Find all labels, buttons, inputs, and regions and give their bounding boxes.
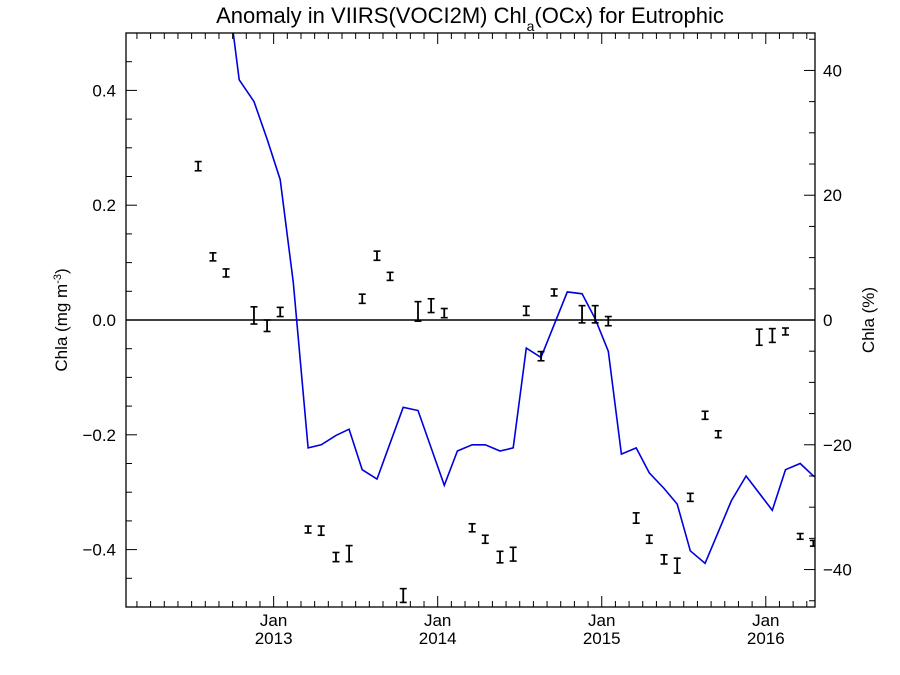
errorbar-point <box>686 492 694 503</box>
x-tick-label-year: 2014 <box>419 629 457 648</box>
x-tick-label-month: Jan <box>424 611 451 630</box>
y2-tick-label: −20 <box>823 436 852 455</box>
series-anomaly-errorbars <box>194 160 815 604</box>
errorbar-point <box>522 305 530 317</box>
errorbar-point <box>427 297 435 314</box>
errorbar-point <box>714 429 722 439</box>
errorbar-point <box>317 525 325 537</box>
errorbar-point <box>632 512 640 524</box>
errorbar-point <box>386 271 394 282</box>
errorbar-point <box>399 587 407 604</box>
errorbar-point <box>755 328 763 347</box>
errorbar-point <box>550 288 558 297</box>
errorbar-point <box>332 551 340 563</box>
errorbar-point <box>645 534 653 545</box>
errorbar-point <box>194 160 202 172</box>
errorbar-point <box>781 327 789 336</box>
errorbar-point <box>209 252 217 262</box>
errorbar-point <box>701 410 709 421</box>
y-tick-label: −0.2 <box>82 426 116 445</box>
errorbar-point <box>440 307 448 319</box>
y-tick-label: −0.4 <box>82 541 116 560</box>
y-axis-left: 0.4 0.2 0.0 −0.2 −0.4 <box>82 32 137 608</box>
errorbar-point <box>250 305 258 325</box>
y-tick-label: 0.0 <box>92 311 116 330</box>
y-tick-label: 0.2 <box>92 196 116 215</box>
errorbar-point <box>263 319 271 333</box>
y2-tick-label: 20 <box>823 186 842 205</box>
x-tick-label-year: 2015 <box>583 629 621 648</box>
errorbar-point <box>345 544 353 563</box>
x-tick-label-month: Jan <box>260 611 287 630</box>
chart-title: Anomaly in VIIRS(VOCI2M) Chla(OCx) for E… <box>216 3 724 34</box>
errorbar-point <box>591 304 599 324</box>
errorbar-point <box>468 522 476 533</box>
errorbar-point <box>481 534 489 545</box>
errorbar-point <box>673 557 681 574</box>
errorbar-point <box>578 304 586 324</box>
errorbar-point <box>509 546 517 562</box>
y2-tick-label: 40 <box>823 61 842 80</box>
y-tick-label: 0.4 <box>92 81 116 100</box>
x-tick-label-month: Jan <box>588 611 615 630</box>
y-axis-right-title: Chla (%) <box>859 287 878 353</box>
errorbar-point <box>496 550 504 564</box>
errorbar-point <box>537 350 545 362</box>
errorbar-point <box>222 268 230 278</box>
errorbar-point <box>276 306 284 318</box>
y-axis-left-title: Chla (mg m-3) <box>52 268 71 371</box>
x-tick-label-month: Jan <box>752 611 779 630</box>
y-axis-right: 40 20 0 −20 −40 <box>804 38 852 602</box>
y2-tick-label: 0 <box>823 311 832 330</box>
errorbar-point <box>304 525 312 534</box>
x-tick-label-year: 2013 <box>255 629 293 648</box>
errorbar-point <box>358 293 366 305</box>
errorbar-point <box>660 553 668 565</box>
x-tick-label-year: 2016 <box>747 629 785 648</box>
errorbar-point <box>373 250 381 262</box>
errorbar-point <box>809 539 815 547</box>
y2-tick-label: −40 <box>823 561 852 580</box>
errorbar-point <box>768 327 776 344</box>
errorbar-point <box>796 532 804 541</box>
errorbar-point <box>604 315 612 327</box>
series-percent-line <box>232 33 815 565</box>
errorbar-point <box>414 300 422 322</box>
